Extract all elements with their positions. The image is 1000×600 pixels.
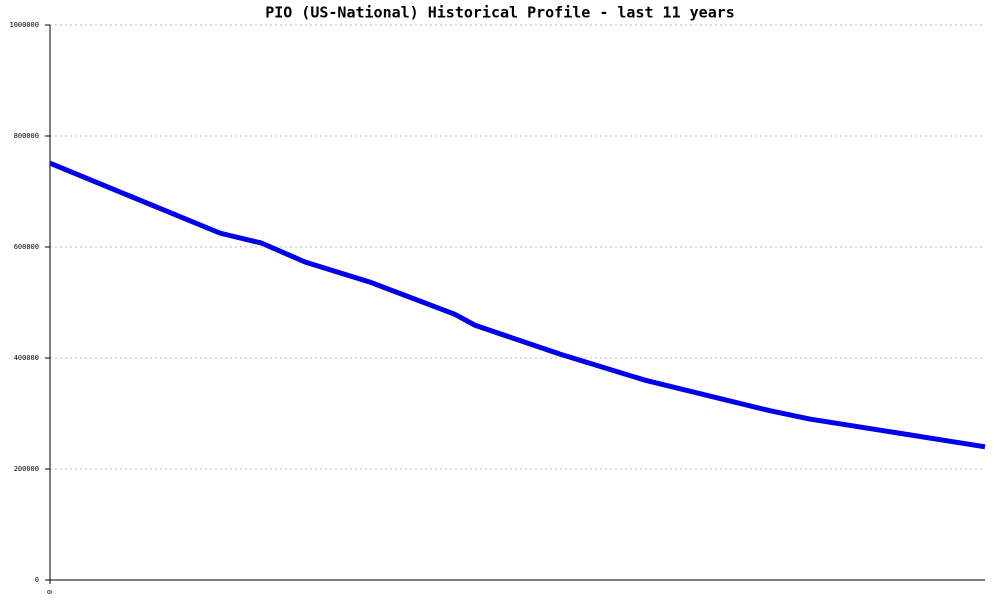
y-tick-label: 0 [35, 576, 39, 584]
y-tick-label: 600000 [14, 243, 39, 251]
x-tick-label: 0 [46, 590, 54, 594]
y-tick-label: 200000 [14, 465, 39, 473]
y-tick-label: 1000000 [9, 21, 39, 29]
data-line [49, 160, 986, 450]
chart-title: PIO (US-National) Historical Profile - l… [265, 4, 735, 22]
y-tick-label: 800000 [14, 132, 39, 140]
y-tick-label: 400000 [14, 354, 39, 362]
